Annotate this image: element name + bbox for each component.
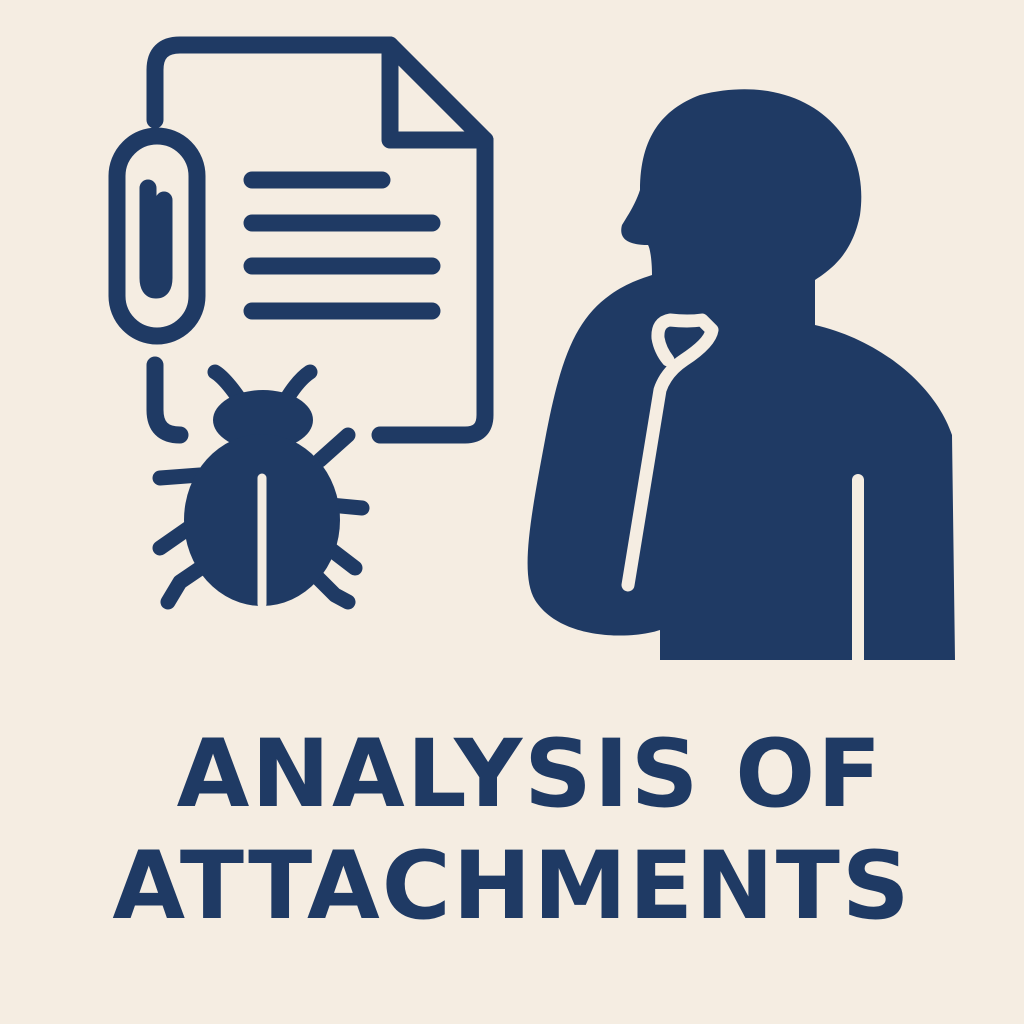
folded-corner-icon bbox=[381, 36, 494, 149]
document-outline-lower-icon bbox=[146, 356, 189, 444]
thinking-person-icon bbox=[527, 89, 955, 666]
paperclip-icon bbox=[108, 127, 206, 345]
page-title-line-1: ANALYSIS OF bbox=[176, 720, 884, 829]
page-title-line-2: ATTACHMENTS bbox=[112, 832, 912, 941]
document-outline-icon bbox=[146, 36, 494, 444]
document-text-lines-icon bbox=[243, 171, 441, 320]
bug-icon bbox=[152, 364, 370, 610]
document-with-paperclip-icon bbox=[108, 36, 494, 444]
